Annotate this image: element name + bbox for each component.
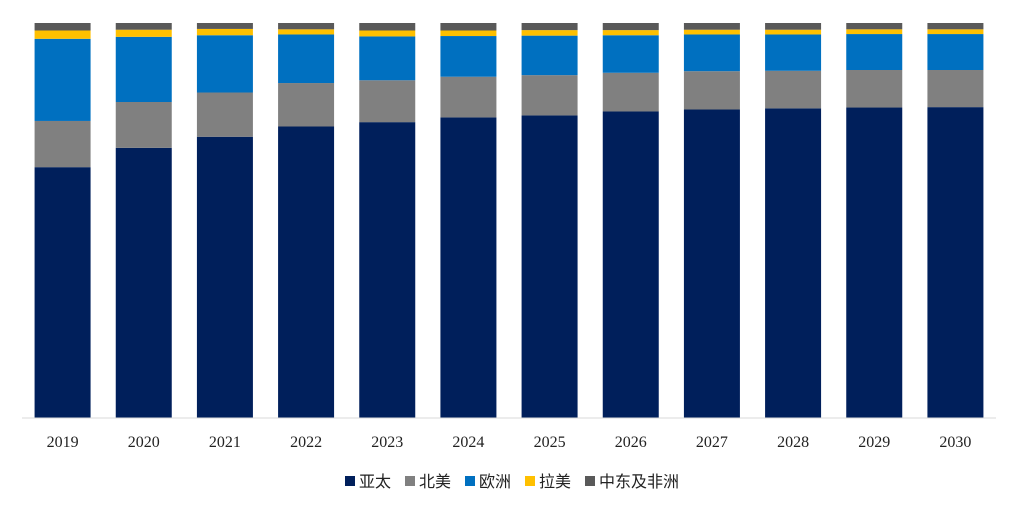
bar-2022-series-3: [278, 29, 335, 35]
bar-2023-series-1: [359, 80, 416, 123]
legend-label: 亚太: [359, 472, 391, 491]
bar-2025-series-3: [521, 30, 578, 36]
bar-2023-series-3: [359, 30, 416, 37]
legend-swatch: [585, 476, 595, 486]
legend-swatch: [525, 476, 535, 486]
bar-2028-series-4: [765, 23, 822, 30]
bar-2025-series-4: [521, 23, 578, 31]
bar-2026-series-1: [602, 72, 659, 112]
bar-2027-series-1: [683, 71, 740, 110]
bar-2030-series-2: [927, 34, 984, 70]
bar-2027-series-3: [683, 29, 740, 35]
x-tick-label: 2019: [47, 434, 79, 451]
legend-item-series-1: 北美: [405, 472, 451, 491]
bar-2026-series-2: [602, 35, 659, 73]
bar-2022-series-0: [278, 126, 335, 419]
bar-2028-series-1: [765, 70, 822, 109]
legend-swatch: [345, 476, 355, 486]
bar-2024-series-2: [440, 36, 497, 77]
bar-2020-series-0: [115, 147, 172, 418]
bar-2022-series-1: [278, 83, 335, 127]
legend-item-series-3: 拉美: [525, 472, 571, 491]
x-tick-label: 2029: [858, 434, 890, 451]
bar-2021-series-4: [196, 23, 253, 29]
bar-2029-series-1: [846, 70, 903, 108]
legend-item-series-2: 欧洲: [465, 472, 511, 491]
x-tick-label: 2026: [615, 434, 647, 451]
bar-2027-series-4: [683, 23, 740, 30]
bar-2028-series-0: [765, 108, 822, 418]
legend-item-series-4: 中东及非洲: [585, 472, 679, 491]
bar-2030-series-3: [927, 29, 984, 35]
bar-2023-series-0: [359, 122, 416, 418]
x-tick-label: 2024: [452, 434, 484, 451]
x-tick-label: 2022: [290, 434, 322, 451]
bar-2026-series-4: [602, 23, 659, 31]
bar-2024-series-0: [440, 117, 497, 418]
bar-2021-series-3: [196, 28, 253, 36]
bar-2019-series-3: [34, 30, 91, 39]
bar-2021-series-2: [196, 35, 253, 93]
x-tick-label: 2025: [534, 434, 566, 451]
legend-label: 欧洲: [479, 472, 511, 491]
bar-2019-series-2: [34, 38, 91, 121]
bar-2027-series-2: [683, 34, 740, 72]
bar-2019-series-4: [34, 23, 91, 31]
bar-2022-series-4: [278, 23, 335, 30]
bar-2019-series-0: [34, 167, 91, 418]
x-tick-label: 2020: [128, 434, 160, 451]
x-tick-label: 2021: [209, 434, 241, 451]
bar-2026-series-0: [602, 111, 659, 418]
bar-2019-series-1: [34, 120, 91, 168]
x-tick-label: 2023: [371, 434, 403, 451]
x-tick-label: 2028: [777, 434, 809, 451]
bar-2026-series-3: [602, 30, 659, 36]
bar-2021-series-1: [196, 92, 253, 137]
bar-2030-series-4: [927, 23, 984, 30]
bar-2025-series-0: [521, 115, 578, 419]
bar-2020-series-1: [115, 102, 172, 148]
bar-2025-series-2: [521, 35, 578, 76]
bar-2029-series-3: [846, 29, 903, 35]
bar-2024-series-1: [440, 76, 497, 118]
bar-2020-series-2: [115, 36, 172, 102]
legend-swatch: [405, 476, 415, 486]
bar-2022-series-2: [278, 34, 335, 84]
bar-2024-series-3: [440, 30, 497, 37]
bar-2027-series-0: [683, 109, 740, 418]
legend-label: 拉美: [539, 472, 571, 491]
bar-2023-series-4: [359, 23, 416, 31]
bar-2025-series-1: [521, 75, 578, 116]
bar-2023-series-2: [359, 36, 416, 81]
legend-label: 北美: [419, 472, 451, 491]
x-tick-label: 2027: [696, 434, 728, 451]
legend: 亚太 北美 欧洲 拉美 中东及非洲: [345, 472, 679, 491]
x-tick-label: 2030: [939, 434, 971, 451]
legend-swatch: [465, 476, 475, 486]
bar-2029-series-2: [846, 34, 903, 70]
legend-label: 中东及非洲: [599, 472, 679, 491]
bar-2024-series-4: [440, 23, 497, 31]
bar-2030-series-1: [927, 70, 984, 108]
bar-2030-series-0: [927, 107, 984, 418]
bar-2029-series-4: [846, 23, 903, 30]
bar-2028-series-2: [765, 34, 822, 71]
legend-item-series-0: 亚太: [345, 472, 391, 491]
bar-2020-series-4: [115, 23, 172, 30]
bar-2020-series-3: [115, 29, 172, 37]
bar-2028-series-3: [765, 29, 822, 35]
bar-2021-series-0: [196, 136, 253, 418]
bar-2029-series-0: [846, 107, 903, 418]
x-axis-ticks: 2019 2020 2021 2022 2023 2024 2025 2026 2027 2028…: [47, 434, 972, 451]
bars-layer: [34, 23, 984, 419]
